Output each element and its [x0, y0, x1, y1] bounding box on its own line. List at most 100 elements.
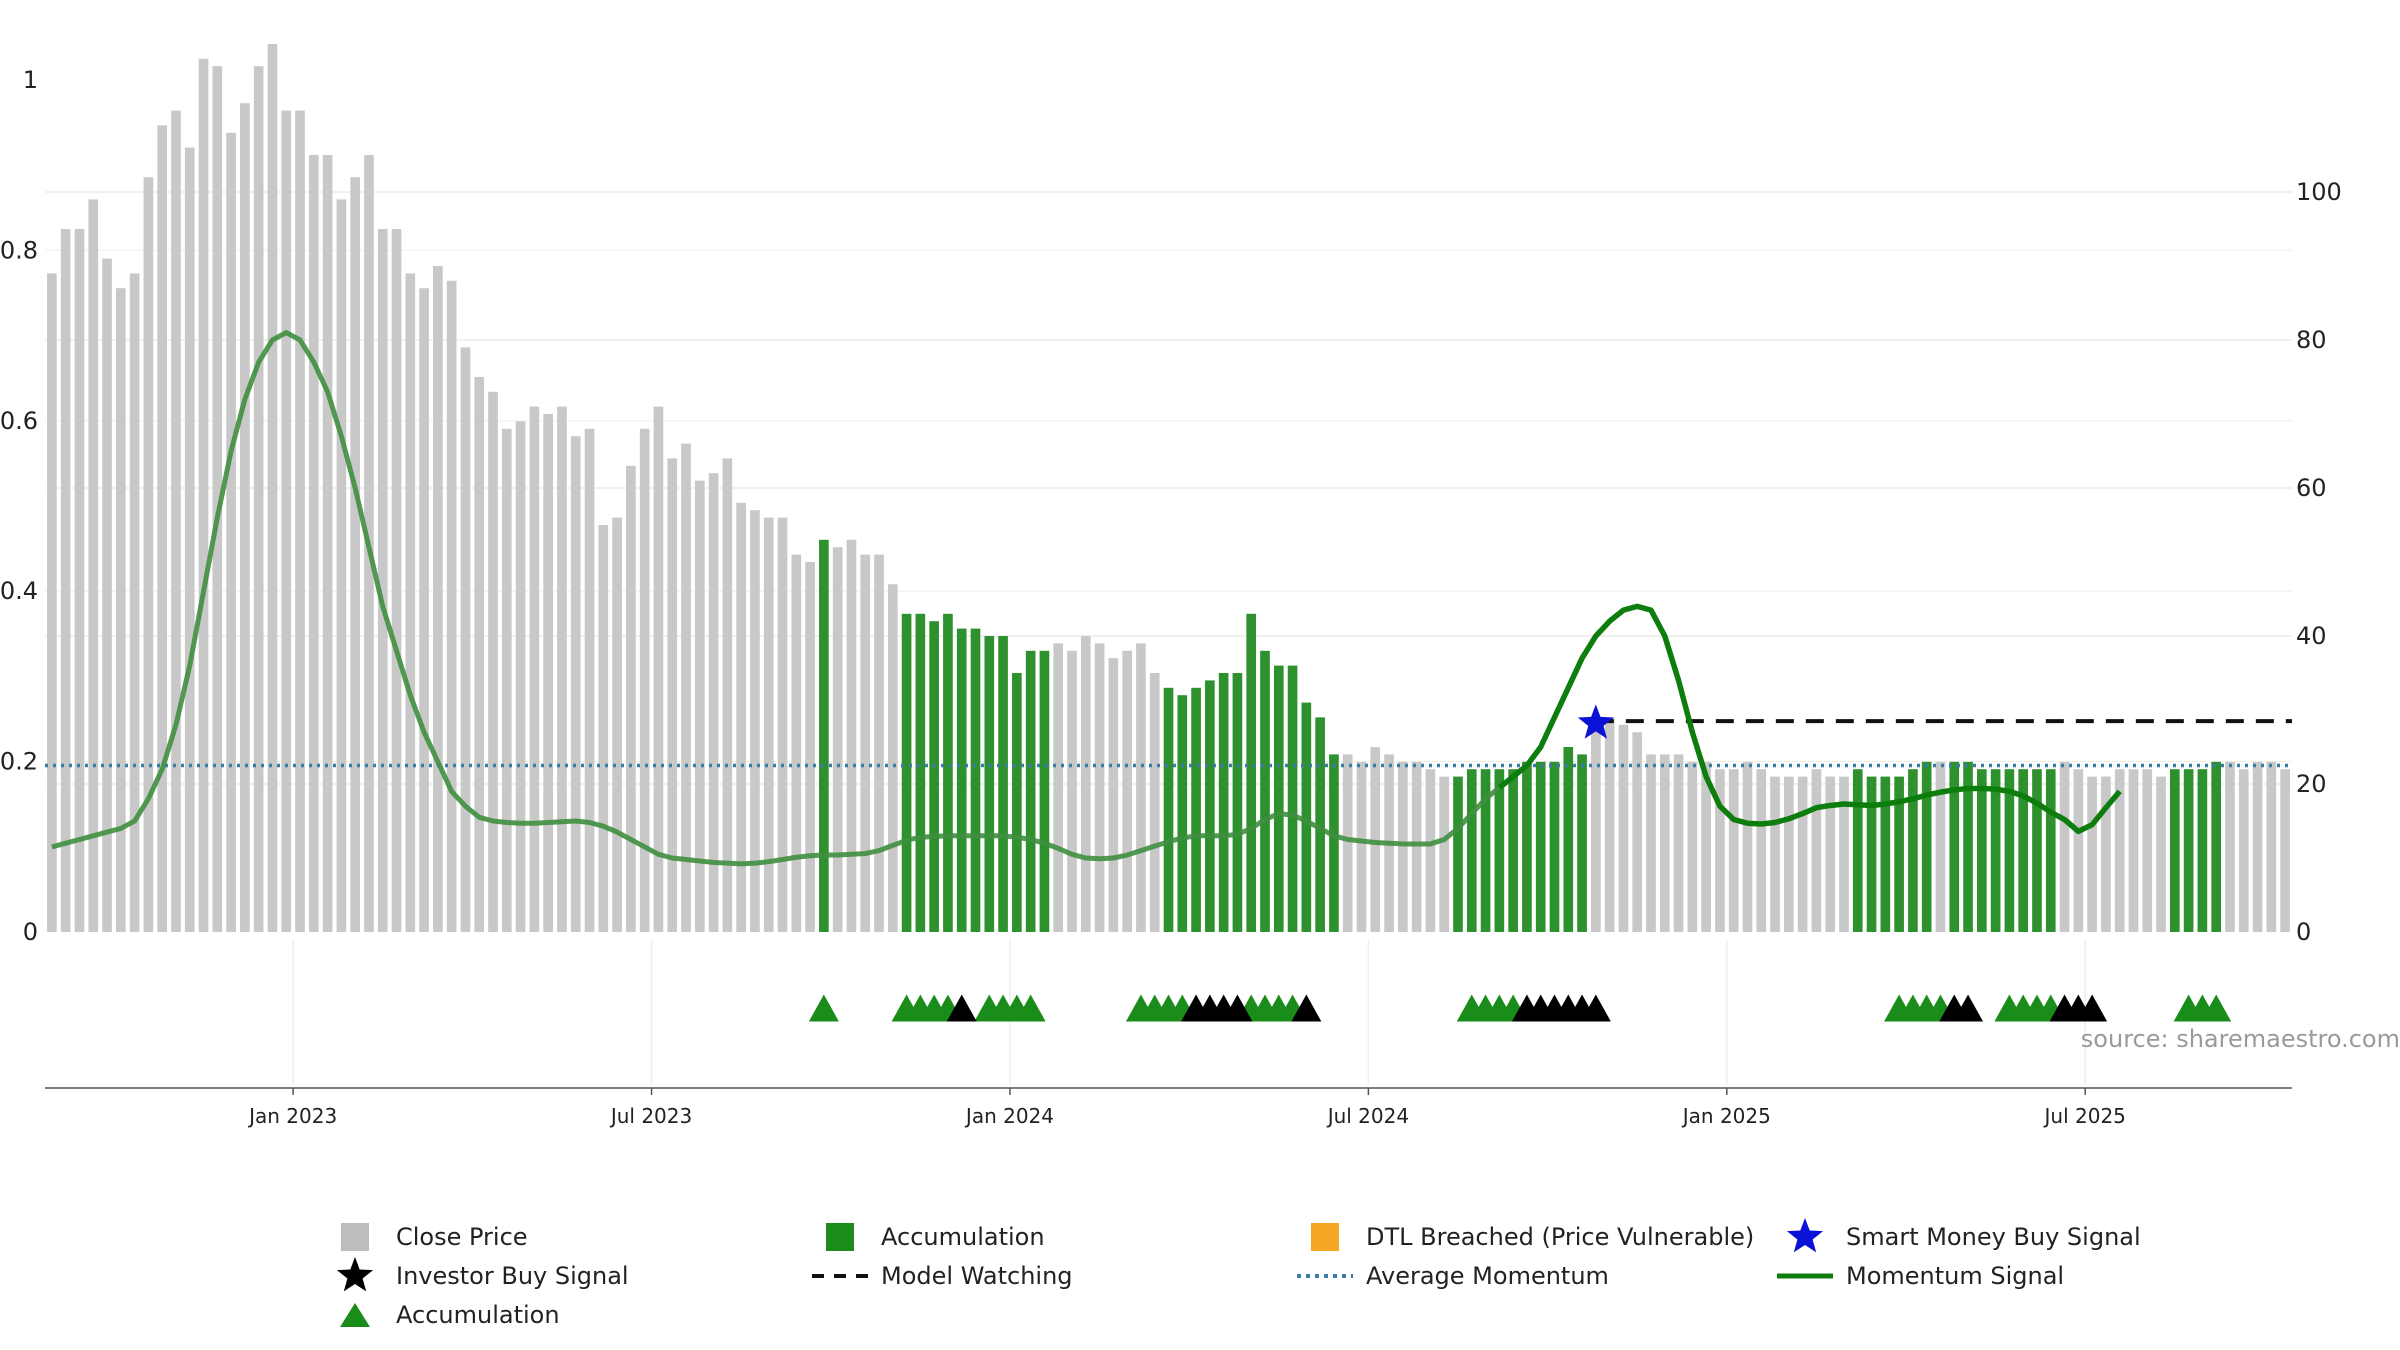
close-price-bar — [1935, 761, 1946, 932]
y-left-tick-label: 0.6 — [0, 407, 38, 435]
legend-label: Investor Buy Signal — [396, 1262, 629, 1290]
accumulation-bar — [1025, 650, 1036, 932]
accumulation-triangle — [808, 994, 839, 1022]
close-price-bar — [2073, 769, 2084, 932]
close-price-bar — [667, 458, 678, 932]
investor-buy-triangle — [2077, 994, 2108, 1022]
close-price-bar — [1839, 776, 1849, 932]
legend-label: Close Price — [396, 1223, 528, 1251]
legend-label: DTL Breached (Price Vulnerable) — [1366, 1223, 1754, 1251]
accumulation-bar — [998, 636, 1008, 932]
close-price-bar — [474, 377, 485, 932]
accumulation-bar — [1990, 769, 2001, 932]
close-price-bar — [240, 103, 250, 932]
close-price-bar — [1632, 732, 1643, 932]
close-price-bar — [391, 229, 402, 932]
accumulation-triangle — [1015, 994, 1046, 1022]
close-price-bar — [157, 125, 167, 932]
y-right-tick-label: 100 — [2296, 178, 2342, 206]
y-right-tick-label: 40 — [2296, 622, 2327, 650]
x-tick-label: Jul 2025 — [2043, 1104, 2126, 1128]
close-price-bar — [529, 406, 540, 933]
x-tick-label: Jan 2024 — [964, 1104, 1054, 1128]
accumulation-bar — [970, 628, 981, 932]
close-price-bar — [1770, 776, 1780, 932]
close-price-bar — [1342, 754, 1353, 932]
y-right-tick-label: 60 — [2296, 474, 2327, 502]
y-right-tick-label: 20 — [2296, 770, 2327, 798]
close-price-bar — [226, 132, 236, 933]
smart-money-buy-star — [1577, 704, 1614, 739]
close-price-bar — [501, 428, 512, 932]
momentum-signal-line — [1497, 603, 2122, 835]
close-price-bar — [681, 443, 691, 932]
close-price-bar — [1742, 761, 1753, 932]
momentum-signal-line-faded — [51, 330, 1501, 867]
accumulation-bar — [1039, 650, 1050, 932]
close-price-bar — [694, 480, 705, 932]
accumulation-bar — [2045, 769, 2056, 932]
investor-buy-triangle — [946, 994, 977, 1022]
close-price-bar — [1425, 769, 1436, 932]
close-price-bar — [281, 110, 292, 933]
accumulation-triangle — [2201, 994, 2232, 1022]
accumulation-bar — [1246, 613, 1257, 932]
close-price-bar — [1756, 769, 1767, 932]
accumulation-bar — [1977, 769, 1987, 932]
accumulation-bar — [1453, 776, 1463, 932]
close-price-bar — [722, 458, 733, 932]
investor-buy-triangle — [1291, 994, 1322, 1022]
y-left-tick-label: 0.8 — [0, 236, 38, 264]
close-price-bar — [1659, 754, 1670, 932]
legend-label: Smart Money Buy Signal — [1846, 1223, 2141, 1251]
close-price-bar — [102, 258, 112, 933]
axes: 0 0.2 0.4 0.6 0.8 1 0 20 40 60 80 100 Jan 2023 Jul 20… — [0, 66, 2342, 1128]
investor-buy-triangle — [1953, 994, 1984, 1022]
accumulation-bar — [1549, 761, 1560, 932]
close-price-bar — [2280, 769, 2290, 932]
close-price-bar — [433, 266, 443, 932]
close-price-bar — [115, 288, 126, 932]
legend-square-icon — [826, 1223, 854, 1251]
close-price-bar — [1356, 761, 1367, 932]
close-price-bar — [1825, 776, 1836, 932]
accumulation-bar — [901, 613, 912, 932]
accumulation-bar — [1480, 769, 1491, 932]
close-price-bar — [2101, 776, 2111, 932]
close-price-bar — [1618, 724, 1629, 932]
close-price-bar — [626, 465, 636, 932]
accumulation-bar — [1329, 754, 1339, 932]
x-tick-label: Jan 2023 — [247, 1104, 337, 1128]
close-price-bar — [2225, 761, 2235, 932]
accumulation-bar — [1163, 687, 1174, 932]
close-price-bar — [88, 199, 99, 932]
close-price-bar — [557, 406, 567, 933]
close-price-bar — [1797, 776, 1808, 932]
x-tick-label: Jul 2023 — [609, 1104, 692, 1128]
close-price-bar — [129, 273, 140, 932]
close-price-bar — [1439, 776, 1450, 932]
close-price-bar — [750, 510, 760, 932]
close-price-bar — [1136, 643, 1146, 932]
accumulation-bar — [984, 636, 995, 932]
accumulation-bar — [1535, 761, 1546, 932]
close-price-bar — [791, 554, 802, 932]
close-price-bar — [308, 155, 319, 932]
accumulation-bar — [1894, 776, 1904, 932]
close-price-bar — [198, 58, 209, 933]
close-price-bar — [1094, 643, 1105, 932]
close-price-bar — [60, 229, 71, 932]
close-price-bar — [860, 554, 871, 932]
accumulation-bar — [1205, 680, 1215, 932]
close-price-bar — [2087, 776, 2097, 932]
legend-star-icon — [336, 1257, 374, 1292]
close-price-bar — [184, 147, 195, 933]
accumulation-bar — [915, 613, 926, 932]
close-price-bar — [350, 177, 360, 932]
signal-triangles — [808, 994, 2232, 1022]
close-price-bar — [267, 44, 278, 932]
accumulation-bar — [1466, 769, 1477, 932]
close-price-bar — [2142, 769, 2153, 932]
y-left-tick-label: 0.2 — [0, 748, 38, 776]
